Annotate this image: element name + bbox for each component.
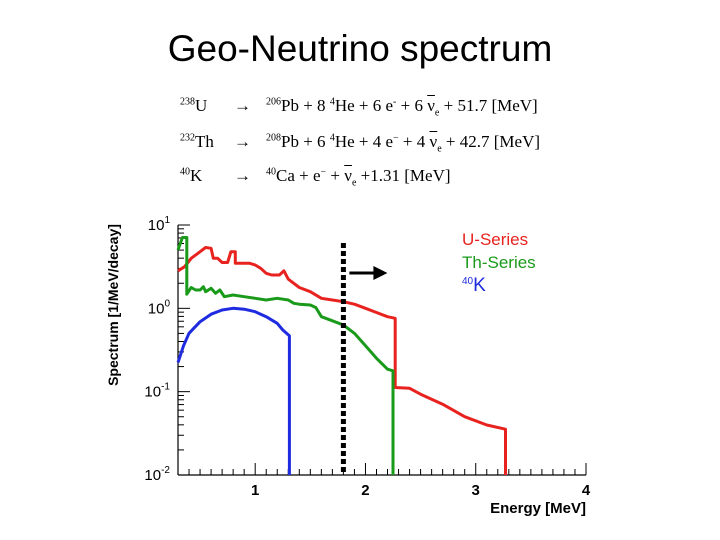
y-axis-label: Spectrum [1/MeV/decay] xyxy=(105,224,121,386)
eq-k-n2: + e xyxy=(299,166,321,185)
eq-u-arrow: → xyxy=(234,96,251,115)
series-line-th-series xyxy=(176,236,395,475)
chart-series xyxy=(176,236,507,475)
y-tick-label: 10-1 xyxy=(144,382,170,401)
y-tick-label: 10-2 xyxy=(144,465,170,484)
eq-u-n2: + 6 e xyxy=(358,96,394,115)
eq-k-sup1: − xyxy=(320,166,327,178)
eq-k-parent: K xyxy=(190,166,203,185)
eq-u-he: He xyxy=(334,96,355,115)
x-tick-label: 2 xyxy=(361,482,369,499)
eq-th-nusub: e xyxy=(437,143,442,155)
x-axis-label: Energy [MeV] xyxy=(490,500,586,517)
y-tick-label: 100 xyxy=(148,298,171,317)
eq-u-sup1: - xyxy=(393,96,397,108)
series-line-u-series xyxy=(177,246,507,475)
eq-k-nu: ν xyxy=(344,166,352,185)
legend-entry: U-Series xyxy=(462,230,528,249)
threshold-arrow-head xyxy=(373,266,388,280)
threshold-marker xyxy=(340,243,388,475)
eq-th-he-mass: 4 xyxy=(329,132,335,144)
eq-th-n1: + 6 xyxy=(303,132,326,151)
eq-u-nu: ν xyxy=(427,96,435,115)
eq-th-n2: + 4 e xyxy=(358,132,394,151)
eq-th-arrow: → xyxy=(234,132,251,151)
chart-legend: U-Series Th-Series 40K xyxy=(462,230,536,296)
eq-th-d1-mass: 208 xyxy=(266,132,281,144)
eq-u-mass: 238 xyxy=(180,96,195,108)
eq-u-n1: + 8 xyxy=(303,96,326,115)
eq-th-parent: Th xyxy=(195,132,214,151)
eq-k-mass: 40 xyxy=(180,166,190,178)
eq-k-n3: + xyxy=(330,166,341,185)
eq-th-n3: + 4 xyxy=(402,132,426,151)
eq-u-d1: Pb xyxy=(281,96,299,115)
page-title: Geo-Neutrino spectrum xyxy=(167,28,553,69)
eq-th-energy: + 42.7 [MeV] xyxy=(445,132,541,151)
eq-k-d1: Ca xyxy=(276,166,295,185)
legend-entry: 40K xyxy=(462,275,486,296)
eq-th-he: He xyxy=(334,132,355,151)
series-line-40k xyxy=(176,306,291,475)
eq-k-arrow: → xyxy=(234,166,251,185)
chart-labels: 1 2 3 4 101 100 10-1 10-2 Energy [MeV] Spectrum [… xyxy=(105,215,591,517)
eq-th-d1: Pb xyxy=(281,132,299,151)
x-tick-label: 4 xyxy=(582,482,591,499)
eq-u-energy: + 51.7 [MeV] xyxy=(443,96,538,115)
y-tick-label: 101 xyxy=(148,215,171,234)
eq-u-nusub: e xyxy=(434,107,440,119)
x-tick-label: 1 xyxy=(251,482,259,499)
eq-u-n3: + 6 xyxy=(400,96,423,115)
eq-th-mass: 232 xyxy=(180,132,195,144)
eq-k-d1-mass: 40 xyxy=(266,166,276,178)
eq-k-energy: +1.31 [MeV] xyxy=(360,166,451,185)
eq-th-nu: ν xyxy=(429,132,438,151)
eq-u-parent: U xyxy=(195,96,208,115)
eq-u-d1-mass: 206 xyxy=(266,96,281,108)
eq-k-nusub: e xyxy=(351,177,357,189)
decay-equations: 238U → 206Pb + 8 4He + 6 e- + 6 νe + 51.… xyxy=(180,96,580,196)
eq-th-sup1: − xyxy=(393,132,399,144)
legend-entry: Th-Series xyxy=(462,253,536,272)
x-tick-label: 3 xyxy=(472,482,480,499)
eq-u-he-mass: 4 xyxy=(329,96,335,108)
